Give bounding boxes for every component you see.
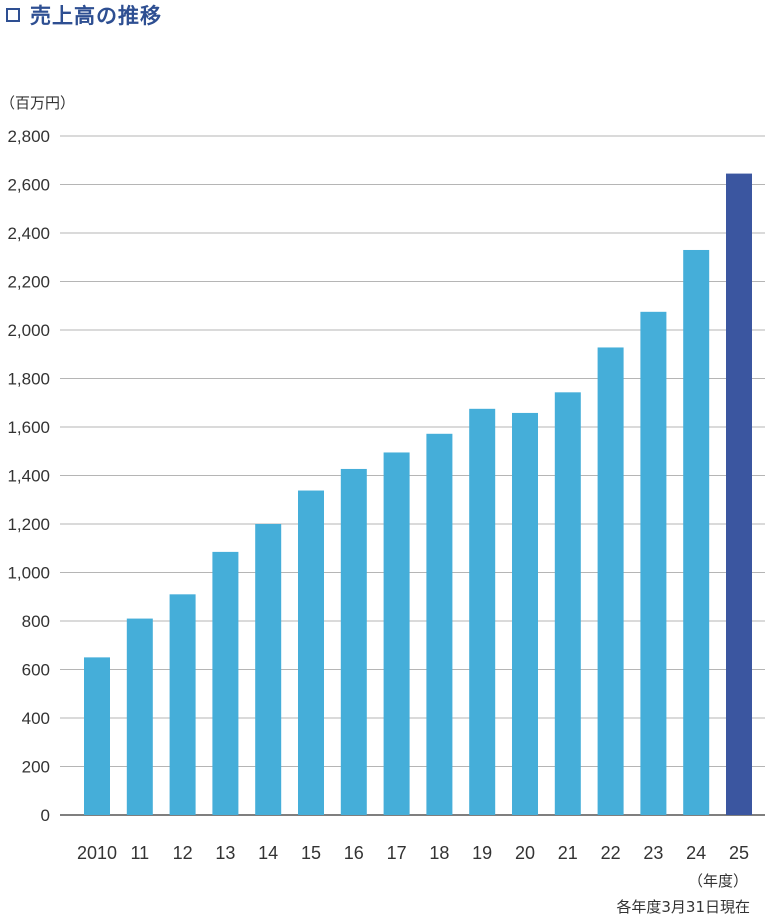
chart-title-text: 売上高の推移 [30,4,162,28]
x-tick-label: 2010 [77,843,117,863]
x-tick-label: 17 [387,843,407,863]
x-tick-label: 18 [429,843,449,863]
x-tick-label: 22 [601,843,621,863]
bar-20 [512,412,538,815]
y-tick-label: 1,000 [7,564,50,583]
bar-15 [298,490,324,815]
x-axis-ticks: 2010 11 12 13 14 15 16 17 18 19 20 21 22 23 24 25 [77,843,749,863]
y-tick-label: 0 [41,806,50,825]
y-tick-label: 2,800 [7,127,50,146]
bar-12 [169,594,196,815]
y-tick-label: 1,200 [7,515,50,534]
chart-title: 売上高の推移 [6,2,162,28]
y-axis-unit-label: （百万円） [0,94,76,112]
bar-23 [640,311,667,815]
bar-13 [212,551,239,815]
bar-17 [383,452,410,815]
y-tick-label: 200 [22,758,50,777]
x-tick-label: 11 [130,843,149,863]
x-tick-label: 24 [686,843,706,863]
date-note: 各年度3月31日現在 [616,898,750,916]
x-tick-label: 12 [173,843,193,863]
bars [84,173,752,816]
x-tick-label: 19 [472,843,492,863]
y-tick-label: 2,600 [7,176,50,195]
y-tick-label: 600 [22,661,50,680]
bar-11 [126,618,153,815]
x-tick-label: 21 [558,843,578,863]
y-tick-label: 1,800 [7,370,50,389]
x-tick-label: 25 [729,843,749,863]
x-axis-unit-label: （年度） [687,872,748,890]
x-tick-label: 15 [301,843,321,863]
y-tick-label: 2,400 [7,224,50,243]
y-tick-label: 2,000 [7,321,50,340]
square-icon [6,8,20,22]
bar-24 [683,249,710,816]
bar-25 [726,173,752,815]
y-tick-label: 2,200 [7,273,50,292]
bar-2010 [84,657,110,815]
x-tick-label: 14 [258,843,278,863]
bar-21 [554,392,581,815]
bar-14 [255,524,282,815]
y-tick-label: 1,600 [7,418,50,437]
x-tick-label: 23 [643,843,663,863]
x-tick-label: 20 [515,843,535,863]
bar-22 [597,347,624,815]
bar-18 [426,433,453,815]
y-tick-label: 1,400 [7,467,50,486]
x-tick-label: 16 [344,843,364,863]
bar-19 [469,408,496,815]
bar-16 [340,468,367,815]
y-tick-label: 400 [22,709,50,728]
x-tick-label: 13 [215,843,235,863]
y-axis-ticks: 0 200 400 600 800 1,000 1,200 1,400 1,600 1,800 2,… [7,127,50,825]
y-tick-label: 800 [22,612,50,631]
